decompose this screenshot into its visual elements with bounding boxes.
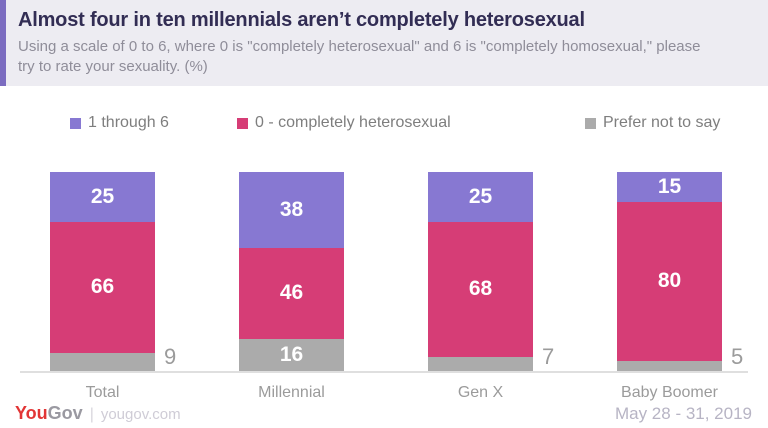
bar-value-label: 15 <box>657 174 682 198</box>
bar-value-label: 80 <box>657 269 682 293</box>
legend-label: Prefer not to say <box>603 114 721 131</box>
bar-segment <box>50 353 155 371</box>
brand-site-link: yougov.com <box>100 406 181 423</box>
legend-item: 1 through 6 <box>70 114 237 132</box>
bar-value-label: 25 <box>468 184 493 208</box>
bar-value-label-outside: 7 <box>542 344 555 369</box>
bar-group: 25 66 9 Total <box>50 172 176 402</box>
footer: You Gov | yougov.com May 28 - 31, 2019 <box>15 403 752 424</box>
bar-group: 38 46 16 Millennial <box>239 172 344 402</box>
bar-chart: 25 66 9 Total 38 46 16 Millennial 25 68 7 Gen X 15 80… <box>20 172 748 402</box>
bar-group: 25 68 7 Gen X <box>428 172 554 402</box>
bar-segment: 16 <box>239 339 344 371</box>
bar-segment: 66 <box>50 221 155 354</box>
chart-title: Almost four in ten millennials aren’t co… <box>18 9 585 31</box>
bar-value-label: 38 <box>279 197 304 221</box>
bar-value-label-outside: 5 <box>731 344 744 369</box>
yougov-logo: You Gov | yougov.com <box>15 403 181 424</box>
brand-gov: Gov <box>47 403 83 423</box>
bar-segment <box>428 357 533 371</box>
brand-you: You <box>15 403 48 423</box>
category-label: Baby Boomer <box>621 384 718 401</box>
legend-swatch <box>237 117 248 129</box>
bar-segment: 80 <box>617 201 722 362</box>
bar-value-label: 66 <box>90 275 115 299</box>
bar-segment: 25 <box>50 172 155 222</box>
bar-stack: 38 46 16 <box>239 172 344 371</box>
bar-value-label: 25 <box>90 184 115 208</box>
chart-header: Almost four in ten millennials aren’t co… <box>0 0 768 86</box>
bar-value-label: 16 <box>279 343 304 367</box>
date-range: May 28 - 31, 2019 <box>614 404 752 423</box>
brand-divider: | <box>89 406 94 423</box>
legend: 1 through 6 0 - completely heterosexual Pr… <box>70 112 768 134</box>
x-axis-line <box>20 371 748 373</box>
bar-segment <box>617 361 722 371</box>
bar-stack: 15 80 5 <box>617 172 743 371</box>
bar-segment: 15 <box>617 172 722 202</box>
legend-swatch <box>585 117 596 129</box>
legend-label: 1 through 6 <box>88 114 169 131</box>
bar-value-label: 46 <box>279 281 304 305</box>
bar-stack: 25 68 7 <box>428 172 554 371</box>
category-label: Total <box>85 384 120 401</box>
bar-segment: 46 <box>239 247 344 340</box>
bar-segment: 68 <box>428 221 533 358</box>
bar-segment: 25 <box>428 172 533 222</box>
legend-label: 0 - completely heterosexual <box>255 114 451 131</box>
bar-group: 15 80 5 Baby Boomer <box>617 172 743 402</box>
category-label: Millennial <box>258 384 325 401</box>
bar-segment: 38 <box>239 172 344 248</box>
bar-value-label-outside: 9 <box>164 344 177 369</box>
legend-item: 0 - completely heterosexual <box>237 114 585 132</box>
category-label: Gen X <box>457 384 504 401</box>
legend-swatch <box>70 117 81 129</box>
bar-value-label: 68 <box>468 277 493 301</box>
bar-stack: 25 66 9 <box>50 172 176 371</box>
legend-item: Prefer not to say <box>585 114 720 132</box>
chart-subtitle: Using a scale of 0 to 6, where 0 is "com… <box>18 38 701 76</box>
